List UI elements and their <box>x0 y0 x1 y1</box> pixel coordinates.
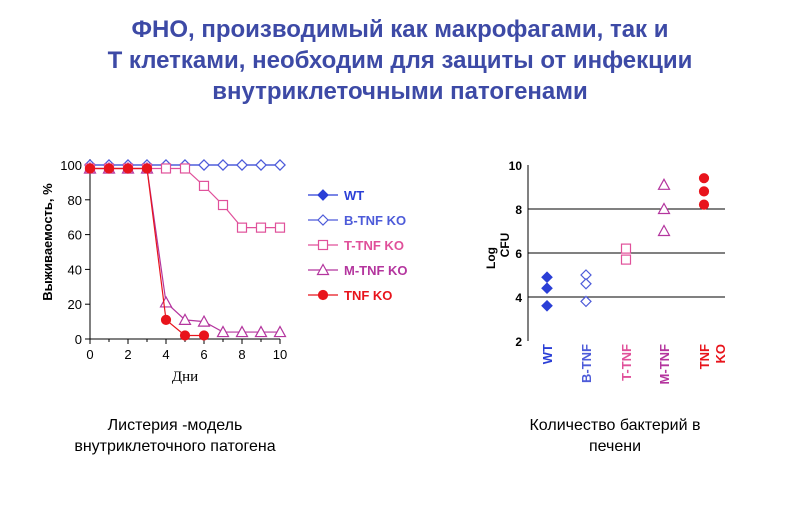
data-point <box>254 325 268 338</box>
data-point <box>122 163 134 174</box>
x-tick-label: 0 <box>86 347 93 362</box>
x-tick-label: 8 <box>238 347 245 362</box>
legend-marker <box>317 289 329 301</box>
legend-label: WT <box>344 188 364 203</box>
x-tick-label: 10 <box>273 347 287 362</box>
y-tick-label: 0 <box>75 332 82 347</box>
data-point <box>273 325 287 338</box>
legend-label: M-TNF KO <box>344 263 408 278</box>
data-point <box>235 325 249 338</box>
data-point <box>274 222 286 233</box>
slide-title: ФНО, производимый как макрофагами, так и… <box>0 14 800 107</box>
caption-line: Листерия -модель <box>107 417 243 434</box>
category-label: TNF <box>697 344 712 369</box>
y-tick-label: 4 <box>515 291 522 305</box>
data-point <box>198 159 210 171</box>
data-point <box>216 325 230 338</box>
y-tick-label: 80 <box>68 193 82 208</box>
data-point <box>159 295 173 308</box>
data-point <box>84 163 96 174</box>
x-axis-label: Дни <box>172 369 198 385</box>
data-point <box>141 163 153 174</box>
data-point <box>236 222 248 233</box>
title-line: ФНО, производимый как макрофагами, так и <box>131 16 669 43</box>
data-point <box>103 163 115 174</box>
legend-marker <box>317 189 329 201</box>
legend-label: T-TNF KO <box>344 238 404 253</box>
caption-line: внутриклеточного патогена <box>74 438 276 455</box>
data-point <box>198 180 210 191</box>
y-tick-label: 20 <box>68 297 82 312</box>
series-line-3 <box>90 167 280 333</box>
caption-line: Количество бактерий в <box>529 417 701 434</box>
data-point <box>179 330 191 341</box>
y-tick-label: 100 <box>60 158 82 173</box>
x-tick-label: 2 <box>124 347 131 362</box>
y-tick-label: 40 <box>68 262 82 277</box>
series-line-2 <box>90 167 280 229</box>
data-point <box>274 159 286 171</box>
legend-marker <box>316 263 330 276</box>
data-point <box>657 224 671 237</box>
category-label: WT <box>540 344 555 364</box>
y-axis-label: CFU <box>498 233 512 258</box>
title-line: внутриклеточными патогенами <box>212 78 588 105</box>
legend-label: B-TNF KO <box>344 213 406 228</box>
category-label: B-TNF <box>579 344 594 383</box>
data-point <box>580 295 592 308</box>
data-point <box>541 299 553 312</box>
x-tick-label: 4 <box>162 347 169 362</box>
series-line-4 <box>90 167 204 337</box>
data-point <box>657 178 671 190</box>
data-point <box>580 277 592 290</box>
data-point <box>198 330 210 341</box>
title-line: Т клетками, необходим для защиты от инфе… <box>107 47 693 74</box>
caption-cfu: Количество бактерий в печени <box>470 415 760 457</box>
data-point <box>160 163 172 174</box>
category-label: KO <box>713 344 728 364</box>
data-point <box>620 254 632 265</box>
data-point <box>217 199 229 211</box>
data-point <box>541 282 553 295</box>
data-point <box>160 314 172 325</box>
data-point <box>620 243 632 254</box>
survival-chart: 0 20 40 60 80 100 0 2 4 6 8 10 Дни Выживаемость, % WT B… <box>40 158 408 385</box>
data-point <box>178 313 192 325</box>
data-point <box>657 202 671 215</box>
data-point <box>698 186 710 197</box>
y-axis-label: Выживаемость, % <box>40 183 55 301</box>
y-tick-label: 6 <box>515 247 522 261</box>
y-tick-label: 2 <box>515 335 522 349</box>
data-point <box>698 173 710 184</box>
data-point <box>236 159 248 171</box>
data-point <box>197 314 211 327</box>
data-point <box>255 159 267 171</box>
caption-survival: Листерия -модель внутриклеточного патоге… <box>20 415 330 457</box>
data-point <box>217 159 229 171</box>
legend-marker <box>317 239 329 251</box>
data-point <box>255 222 267 233</box>
data-point <box>541 271 553 284</box>
legend-label: TNF KO <box>344 288 392 303</box>
x-tick-label: 6 <box>200 347 207 362</box>
y-tick-label: 10 <box>509 159 523 173</box>
data-point <box>179 163 191 174</box>
caption-line: печени <box>588 438 642 455</box>
category-label: M-TNF <box>657 344 672 384</box>
legend-marker <box>317 214 329 226</box>
data-point <box>698 199 710 210</box>
category-label: T-TNF <box>619 344 634 381</box>
y-axis-label: Log <box>484 247 498 269</box>
y-tick-label: 8 <box>515 203 522 217</box>
y-tick-label: 60 <box>68 228 82 243</box>
